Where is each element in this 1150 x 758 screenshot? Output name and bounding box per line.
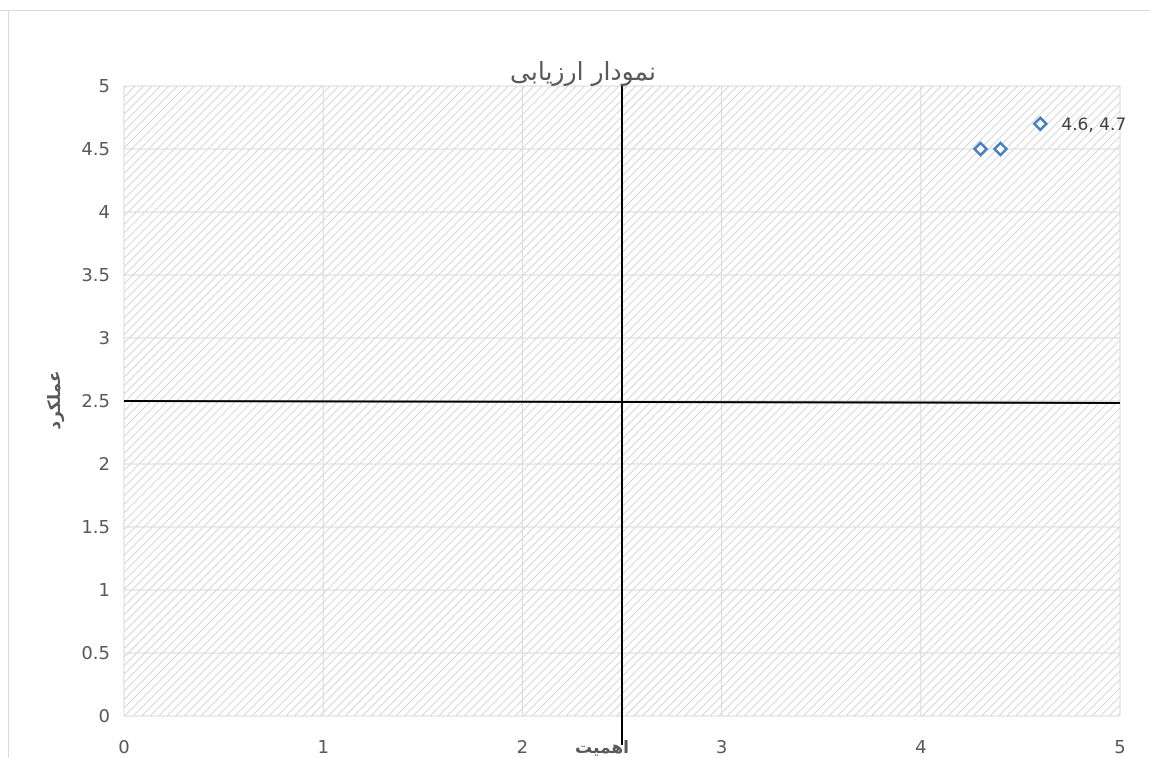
y-tick-label-2: 1 xyxy=(99,580,110,601)
y-axis-title: عملکرد xyxy=(45,370,65,429)
reference-lines xyxy=(123,86,1121,745)
y-tick-label-10: 5 xyxy=(99,76,110,97)
chart-frame-top xyxy=(0,10,1150,11)
y-tick-label-0: 0 xyxy=(99,706,110,727)
y-tick-label-1: 0.5 xyxy=(81,643,110,664)
chart-title: نمودار ارزیابی xyxy=(510,57,656,86)
x-tick-label-0: 0 xyxy=(118,737,129,758)
x-axis-title: اهمیت xyxy=(575,738,629,758)
y-axis-ticks: 0 0.5 1 1.5 2 2.5 3 3.5 4 4.5 5 xyxy=(81,76,110,727)
x-tick-label-1: 1 xyxy=(317,737,328,758)
data-label-0-2: 4.6, 4.7 xyxy=(1061,115,1126,135)
y-tick-label-6: 3 xyxy=(99,328,110,349)
x-tick-label-2: 2 xyxy=(517,737,528,758)
y-tick-label-4: 2 xyxy=(99,454,110,475)
data-point-0-1 xyxy=(992,141,1009,157)
x-tick-label-4: 4 xyxy=(915,737,926,758)
data-point-0-0 xyxy=(972,141,989,157)
x-tick-label-5: 5 xyxy=(1114,737,1125,758)
y-tick-label-8: 4 xyxy=(99,202,110,223)
x-axis-ticks: 0 1 2 3 4 5 xyxy=(118,737,1125,758)
data-labels: 4.6, 4.7 xyxy=(1061,115,1126,135)
y-tick-label-9: 4.5 xyxy=(81,139,110,160)
y-tick-label-5: 2.5 xyxy=(81,391,110,412)
y-tick-label-3: 1.5 xyxy=(81,517,110,538)
data-points xyxy=(972,115,1049,157)
y-tick-label-7: 3.5 xyxy=(81,265,110,286)
reference-line-horizontal xyxy=(123,400,1121,404)
data-point-0-2 xyxy=(1032,115,1049,132)
chart-frame-left xyxy=(8,10,9,758)
x-tick-label-3: 3 xyxy=(716,737,727,758)
